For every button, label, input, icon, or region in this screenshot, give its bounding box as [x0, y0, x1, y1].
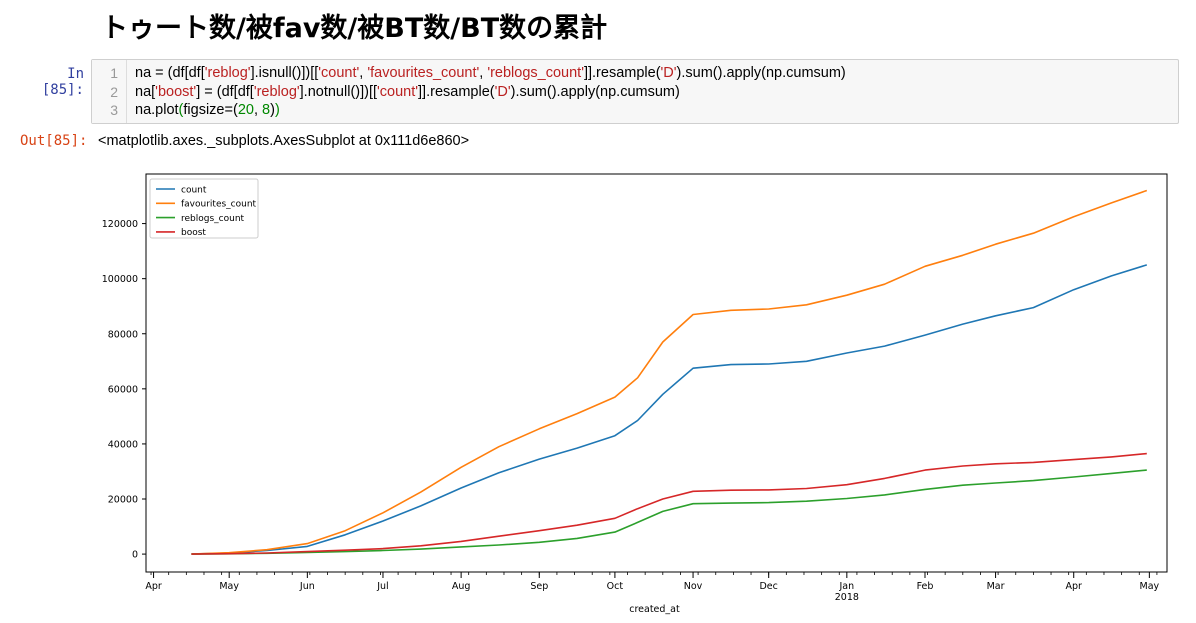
- x-tick-label: Apr: [145, 581, 162, 592]
- input-prompt: In [85]:: [41, 66, 84, 98]
- code-cell[interactable]: 1 2 3 na = (df[df['reblog'].isnull()])[[…: [91, 59, 1179, 124]
- x-tick-label: May: [219, 581, 239, 592]
- y-tick-label: 60000: [108, 384, 138, 395]
- series-line-boost: [191, 452, 1147, 555]
- series-line-count: [191, 264, 1148, 555]
- x-tick-label: Dec: [759, 581, 777, 592]
- x-tick-label: Nov: [684, 581, 703, 592]
- x-tick-label: Feb: [917, 581, 934, 592]
- legend: [149, 178, 259, 239]
- line-number-gutter: 1 2 3: [92, 60, 127, 123]
- x-tick-label: Apr: [1066, 581, 1083, 592]
- code-line-2: na['boost'] = (df[df['reblog'].notnull()…: [135, 84, 680, 100]
- code-line-1: na = (df[df['reblog'].isnull()])[['count…: [135, 65, 846, 81]
- x-tick-label: Mar: [987, 581, 1005, 592]
- series-line-favourites_count: [191, 189, 1148, 555]
- x-tick-label: Jun: [299, 581, 315, 592]
- y-tick-label: 120000: [102, 219, 138, 230]
- line-number: 2: [110, 84, 118, 100]
- plot-area: [145, 173, 1168, 573]
- y-tick-label: 0: [132, 550, 138, 561]
- x-tick-label: Oct: [607, 581, 624, 592]
- x-tick-label: Jul: [376, 581, 388, 592]
- x-tick-label: Aug: [452, 581, 471, 592]
- x-tick-year-label: 2018: [835, 592, 859, 603]
- x-tick-label: May: [1140, 581, 1160, 592]
- notebook-heading: トゥート数/被fav数/被BT数/BT数の累計: [101, 13, 608, 44]
- code-line-3: na.plot(figsize=(20, 8)): [135, 102, 280, 118]
- x-tick-label: Sep: [530, 581, 548, 592]
- legend-label: reblogs_count: [181, 214, 245, 224]
- line-number: 1: [110, 65, 118, 81]
- legend-label: favourites_count: [181, 200, 257, 210]
- legend-label: count: [181, 185, 207, 195]
- y-tick-label: 20000: [108, 495, 138, 506]
- x-axis-label: created_at: [629, 604, 680, 615]
- output-repr-text: <matplotlib.axes._subplots.AxesSubplot a…: [98, 133, 470, 149]
- x-tick-label: Jan: [839, 581, 855, 592]
- y-tick-label: 100000: [102, 274, 138, 285]
- legend-label: boost: [181, 228, 206, 238]
- y-tick-label: 40000: [108, 439, 138, 450]
- series-line-reblogs_count: [191, 469, 1147, 555]
- y-tick-label: 80000: [108, 329, 138, 340]
- output-prompt: Out[85]:: [20, 133, 88, 149]
- line-number: 3: [110, 102, 118, 118]
